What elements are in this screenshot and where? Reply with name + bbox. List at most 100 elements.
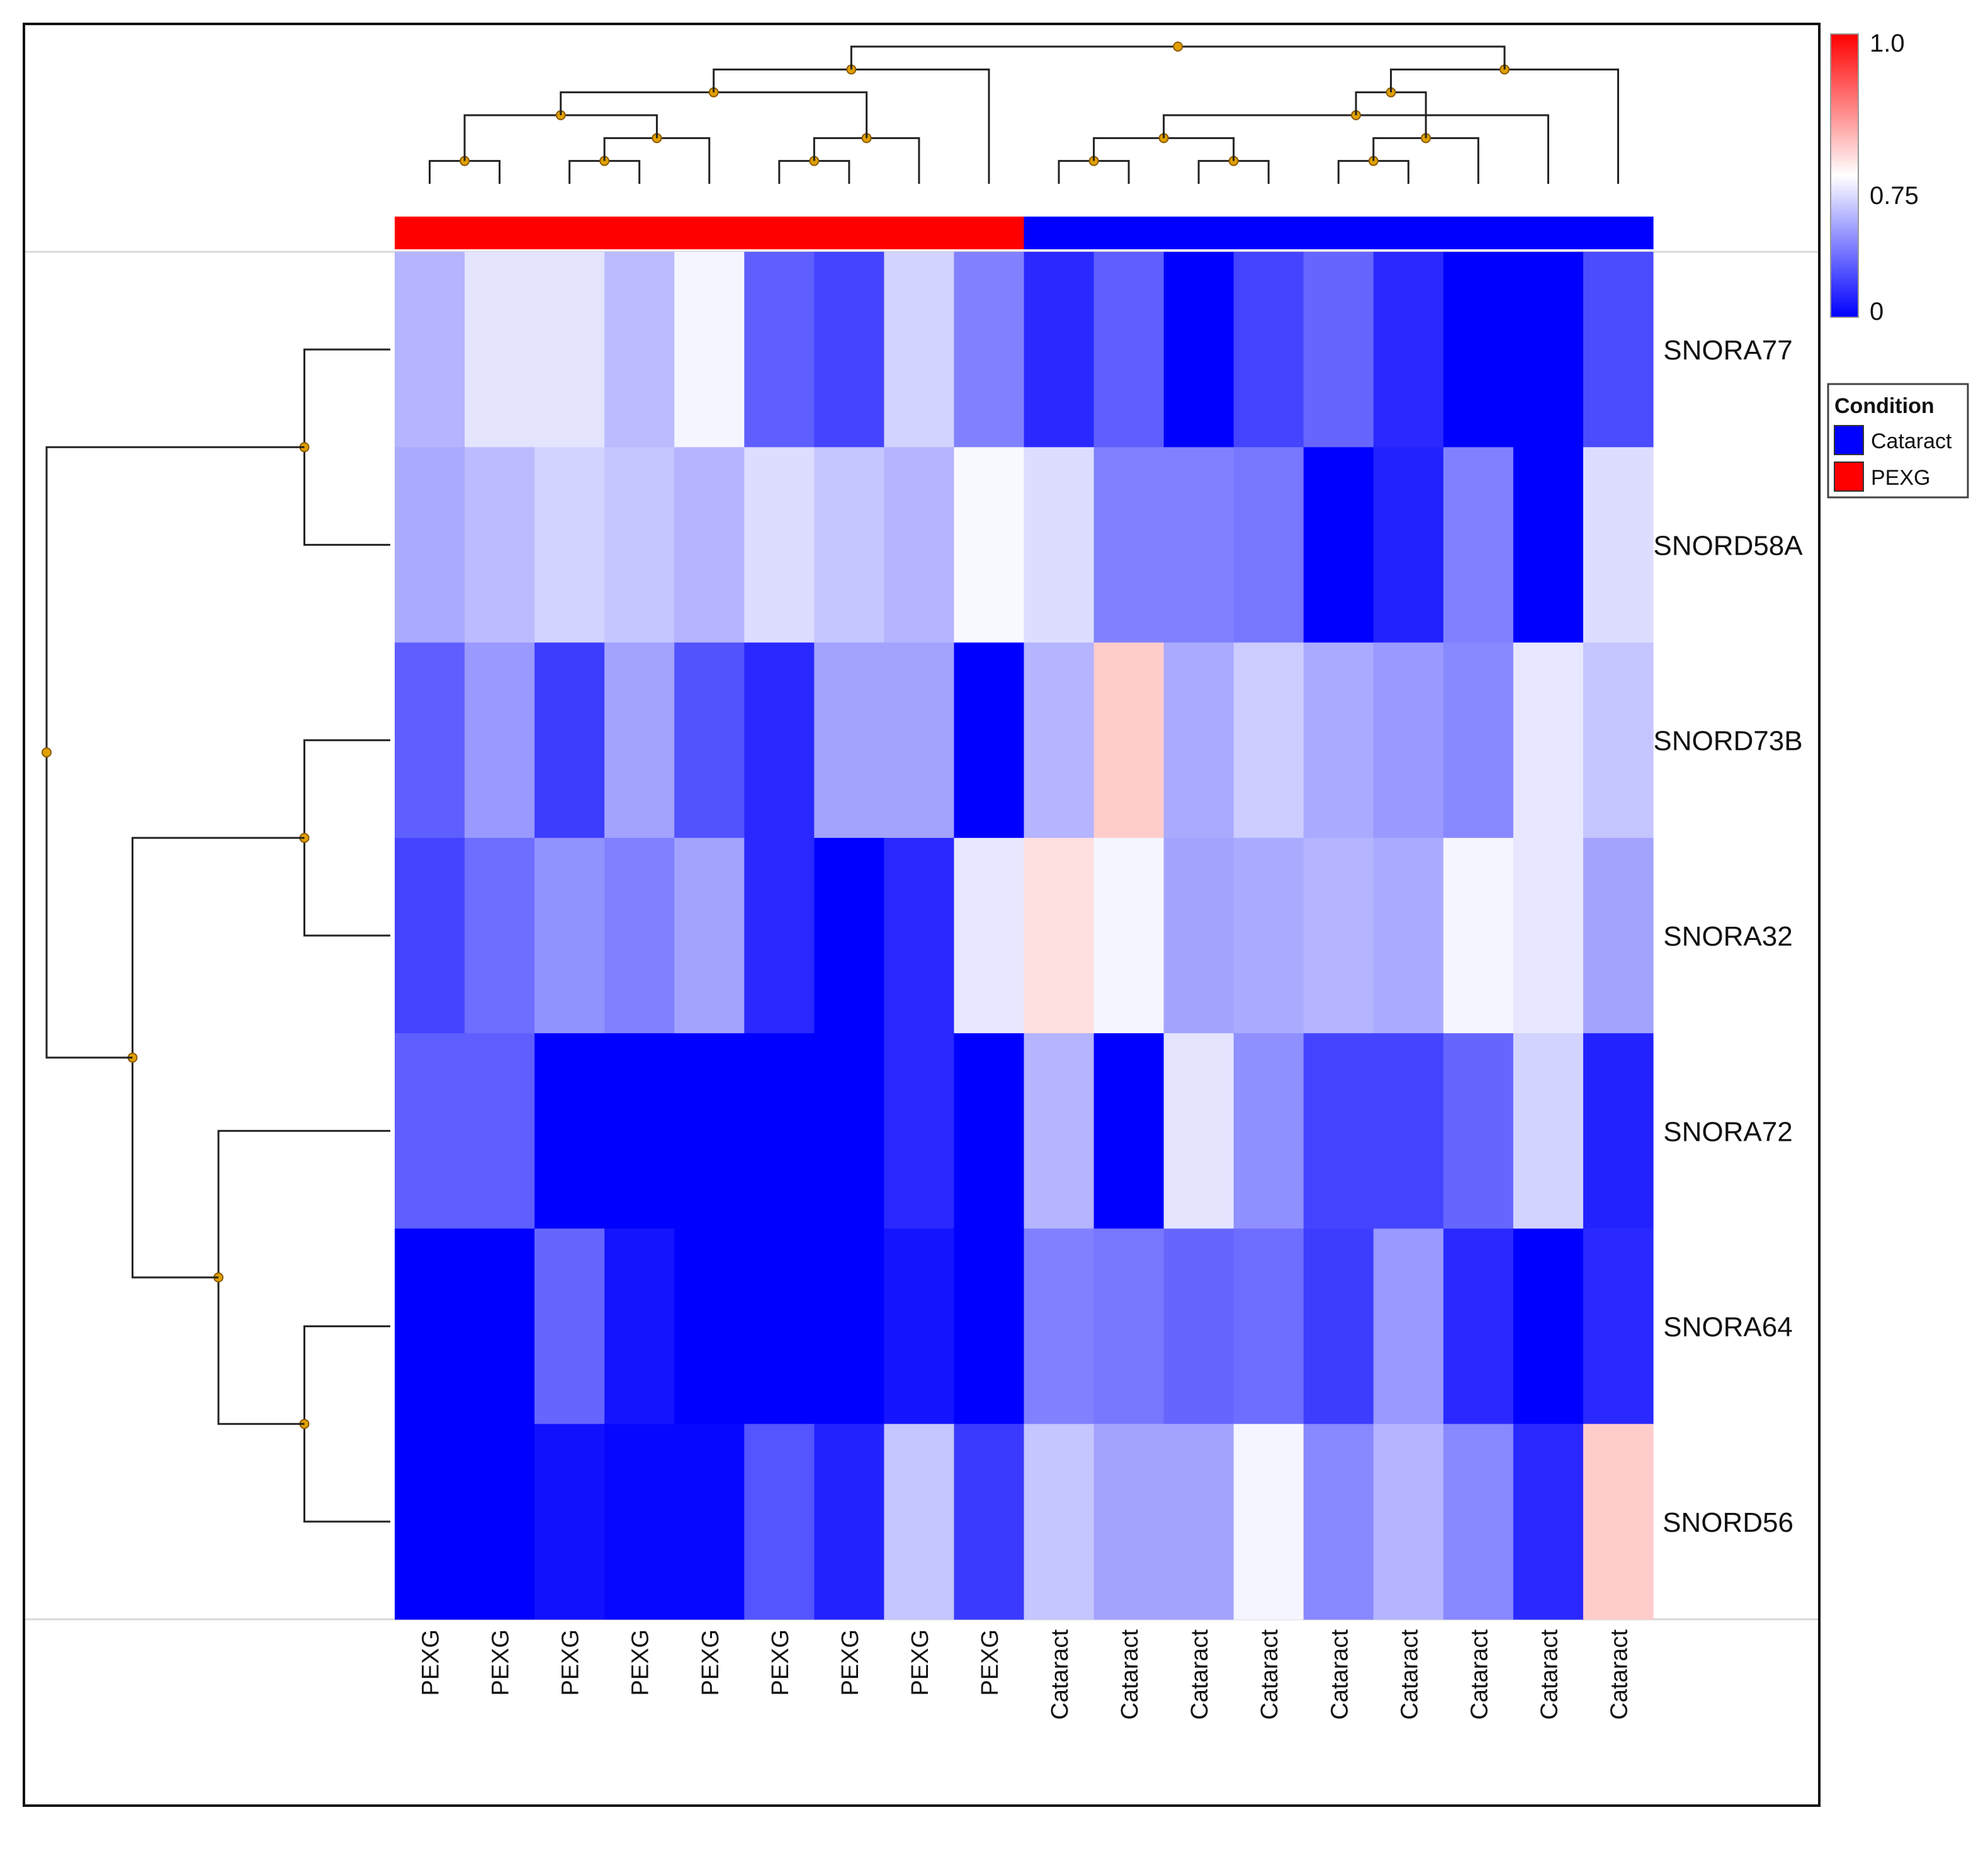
heatmap-cell [534, 252, 605, 448]
column-label: Cataract [1326, 1629, 1353, 1720]
heatmap-cell [1583, 642, 1654, 839]
heatmap-cell [534, 1228, 605, 1425]
heatmap-cell [1513, 837, 1584, 1034]
condition-bar-cell [395, 217, 465, 249]
heatmap-cell [674, 642, 745, 839]
heatmap-cells [395, 252, 1654, 1620]
legend-label-cataract: Cataract [1871, 429, 1952, 453]
heatmap-cell [465, 447, 535, 643]
heatmap-cell [1163, 1423, 1234, 1620]
column-labels: PEXG PEXG PEXG PEXG PEXG PEXG PEXG PEXG PEXG Cata… [418, 1629, 1633, 1720]
column-label: PEXG [977, 1629, 1003, 1696]
row-label: SNORD56 [1663, 1507, 1793, 1538]
row-label: SNORD73B [1653, 726, 1802, 757]
heatmap-cell [534, 1033, 605, 1230]
condition-bar-cell [884, 217, 955, 249]
colorbar-tick-mid: 0.75 [1870, 182, 1919, 210]
heatmap-cell [1093, 1228, 1165, 1425]
condition-bar-cell [1443, 217, 1514, 249]
heatmap-cell [1303, 252, 1374, 448]
heatmap-cell [884, 837, 955, 1034]
heatmap-cell [465, 1423, 535, 1620]
heatmap-cell [465, 252, 535, 448]
heatmap-cell [395, 1033, 465, 1230]
heatmap-cell [604, 1033, 675, 1230]
column-label: Cataract [1047, 1629, 1073, 1720]
heatmap-cell [674, 1033, 745, 1230]
heatmap-cell [395, 447, 465, 643]
condition-bar-cell [1233, 217, 1304, 249]
heatmap-cell [674, 1228, 745, 1425]
heatmap-cell [1024, 1033, 1095, 1230]
heatmap-cell [744, 642, 815, 839]
heatmap-cell [1093, 447, 1165, 643]
heatmap-cell [884, 642, 955, 839]
heatmap-cell [814, 447, 884, 643]
heatmap-cell [954, 1033, 1025, 1230]
column-label: PEXG [628, 1629, 654, 1696]
heatmap-cell [395, 1228, 465, 1425]
heatmap-cell [465, 1228, 535, 1425]
colorbar-tick-max: 1.0 [1870, 30, 1905, 57]
column-label: Cataract [1257, 1629, 1283, 1720]
heatmap-cell [884, 447, 955, 643]
heatmap-cell [674, 1423, 745, 1620]
legend-label-pexg: PEXG [1871, 466, 1930, 490]
condition-bar [395, 217, 1654, 249]
column-label: PEXG [558, 1629, 584, 1696]
heatmap-cell [1513, 252, 1584, 448]
heatmap-cell [954, 1228, 1025, 1425]
heatmap-cell [1373, 837, 1444, 1034]
condition-legend: Condition Cataract PEXG [1827, 383, 1969, 499]
heatmap-cell [1303, 447, 1374, 643]
heatmap-cell [465, 1033, 535, 1230]
colorbar-tick-min: 0 [1870, 298, 1884, 325]
heatmap-cell [1233, 447, 1304, 643]
heatmap-cell [814, 837, 884, 1034]
heatmap-cell [1443, 1423, 1514, 1620]
column-dendrogram [429, 42, 1619, 184]
heatmap-cell [744, 1423, 815, 1620]
heatmap-cell [395, 837, 465, 1034]
heatmap-cell [604, 837, 675, 1034]
heatmap-cell [954, 447, 1025, 643]
dendrogram-node [42, 747, 52, 758]
heatmap-cell [534, 837, 605, 1034]
column-label: PEXG [907, 1629, 934, 1696]
heatmap-cell [814, 252, 884, 448]
heatmap-cell [1163, 642, 1234, 839]
heatmap-cell [604, 447, 675, 643]
heatmap-cell [1233, 1228, 1304, 1425]
heatmap-cell [884, 1033, 955, 1230]
heatmap-cell [1373, 252, 1444, 448]
condition-bar-cell [954, 217, 1025, 249]
condition-bar-cell [674, 217, 745, 249]
dendrogram-node [1173, 42, 1183, 52]
heatmap-cell [1443, 447, 1514, 643]
heatmap-cell [954, 642, 1025, 839]
heatmap-cell [465, 642, 535, 839]
condition-bar-cell [1303, 217, 1374, 249]
row-label: SNORA77 [1663, 335, 1792, 366]
column-label: Cataract [1466, 1629, 1493, 1720]
heatmap-cell [744, 252, 815, 448]
condition-bar-cell [1513, 217, 1584, 249]
condition-bar-cell [1024, 217, 1095, 249]
heatmap-cell [1233, 642, 1304, 839]
row-labels: SNORA77 SNORD58A SNORD73B SNORA32 SNORA72 SNO… [1653, 335, 1803, 1538]
heatmap-cell [1583, 1228, 1654, 1425]
heatmap-cell [1513, 447, 1584, 643]
heatmap-cell [1443, 642, 1514, 839]
condition-bar-cell [1163, 217, 1234, 249]
heatmap-cell [395, 252, 465, 448]
heatmap-cell [1093, 1423, 1165, 1620]
heatmap-cell [1373, 1423, 1444, 1620]
heatmap-cell [465, 837, 535, 1034]
heatmap-cell [814, 1033, 884, 1230]
column-label: Cataract [1536, 1629, 1562, 1720]
heatmap-cell [1513, 1033, 1584, 1230]
heatmap-cell [1093, 642, 1165, 839]
heatmap-cell [395, 642, 465, 839]
row-dendrogram [42, 348, 390, 1523]
